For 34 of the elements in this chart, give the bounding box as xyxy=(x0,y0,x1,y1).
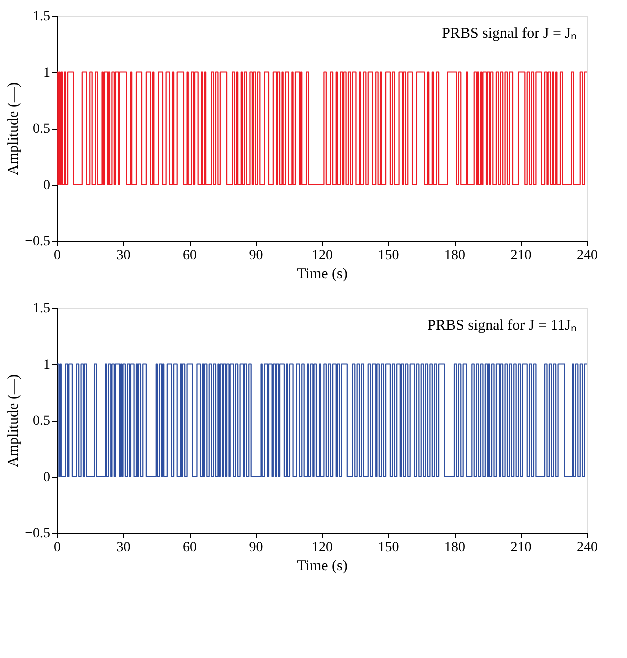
annotation: PRBS signal for J = Jₙ xyxy=(442,26,577,42)
y-tick-label: 0.5 xyxy=(33,414,50,429)
x-axis-title: Time (s) xyxy=(297,558,348,574)
y-tick-label: 0.5 xyxy=(33,122,50,137)
y-axis-title: Amplitude (—) xyxy=(6,374,22,468)
x-tick-label: 90 xyxy=(249,540,264,556)
y-tick-label: −0.5 xyxy=(25,526,50,542)
x-tick-label: 30 xyxy=(116,248,131,264)
y-tick-label: 0 xyxy=(44,470,50,486)
y-axis-title: Amplitude (—) xyxy=(6,82,22,176)
x-tick-label: 180 xyxy=(444,248,466,264)
x-tick-label: 150 xyxy=(378,248,400,264)
x-tick-label: 90 xyxy=(249,248,264,264)
x-tick-label: 30 xyxy=(116,540,131,556)
x-tick-label: 60 xyxy=(183,540,197,556)
x-tick-label: 120 xyxy=(312,540,333,556)
y-tick-label: 0 xyxy=(44,178,50,194)
x-tick-label: 0 xyxy=(54,540,61,556)
x-tick-label: 210 xyxy=(510,540,532,556)
y-tick-label: 1.5 xyxy=(33,10,50,24)
x-tick-label: 0 xyxy=(54,248,61,264)
x-tick-label: 240 xyxy=(577,540,598,556)
x-tick-label: 240 xyxy=(577,248,598,264)
y-tick-label: 1 xyxy=(44,358,50,373)
x-axis-title: Time (s) xyxy=(297,266,348,282)
y-tick-label: 1.5 xyxy=(33,302,50,316)
x-tick-label: 180 xyxy=(444,540,466,556)
y-tick-label: −0.5 xyxy=(25,234,50,250)
x-tick-label: 120 xyxy=(312,248,333,264)
x-tick-label: 150 xyxy=(378,540,400,556)
x-tick-label: 60 xyxy=(183,248,197,264)
y-tick-label: 1 xyxy=(44,66,50,81)
x-tick-label: 210 xyxy=(510,248,532,264)
annotation: PRBS signal for J = 11Jₙ xyxy=(428,318,577,334)
